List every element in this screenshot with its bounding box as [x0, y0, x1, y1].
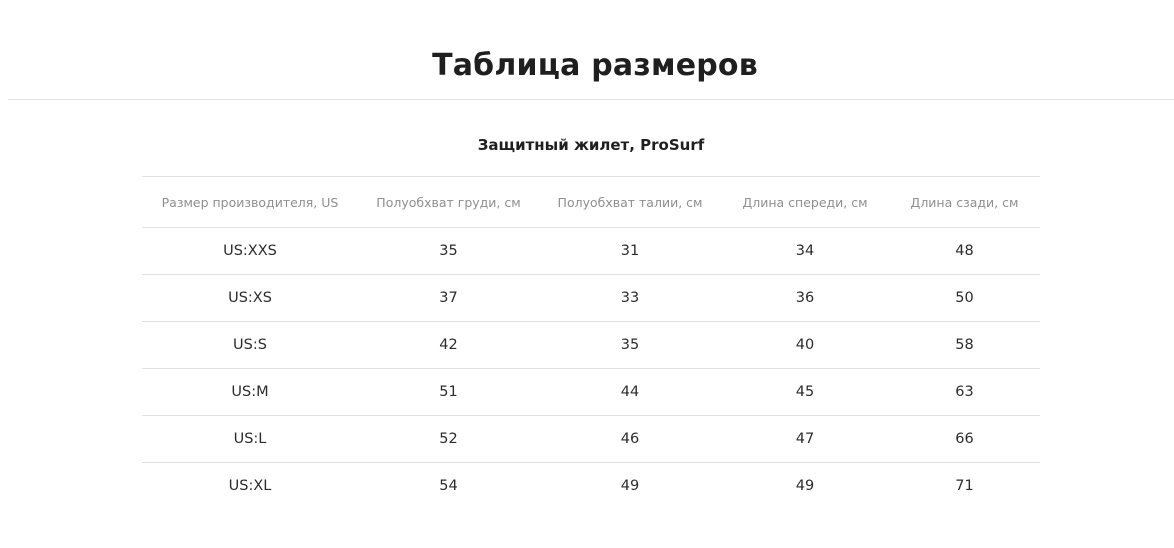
table-cell: 66: [889, 415, 1040, 463]
table-cell: 35: [539, 321, 721, 369]
table-cell: 33: [539, 274, 721, 322]
page-title: Таблица размеров: [432, 48, 758, 84]
table-cell: 35: [358, 227, 539, 275]
header-cell: Полуобхват талии, см: [539, 176, 721, 228]
table-cell: 44: [539, 368, 721, 416]
table-cell: 31: [539, 227, 721, 275]
table-cell: 47: [721, 415, 889, 463]
table-cell: US:XS: [142, 274, 358, 322]
table-cell: 58: [889, 321, 1040, 369]
table-cell: 50: [889, 274, 1040, 322]
table-cell: 49: [721, 462, 889, 509]
table-title: Защитный жилет, ProSurf: [477, 136, 705, 154]
table-cell: 48: [889, 227, 1040, 275]
table-cell: 49: [539, 462, 721, 509]
table-row: US:M 51 44 45 63: [142, 368, 1040, 416]
table-cell: US:M: [142, 368, 358, 416]
table-cell: 45: [721, 368, 889, 416]
header-cell: Длина сзади, см: [889, 176, 1040, 228]
header-cell: Размер производителя, US: [142, 176, 358, 228]
header-divider: [8, 99, 1174, 100]
table-row: US:XS 37 33 36 50: [142, 274, 1040, 322]
table-cell: US:XXS: [142, 227, 358, 275]
table-cell: 42: [358, 321, 539, 369]
table-header-row: Размер производителя, US Полуобхват груд…: [142, 176, 1040, 228]
table-cell: US:XL: [142, 462, 358, 509]
table-row: US:L 52 46 47 66: [142, 415, 1040, 463]
table-cell: US:S: [142, 321, 358, 369]
header-cell: Полуобхват груди, см: [358, 176, 539, 228]
table-cell: 63: [889, 368, 1040, 416]
table-row: US:S 42 35 40 58: [142, 321, 1040, 369]
size-chart-table: Размер производителя, US Полуобхват груд…: [142, 176, 1040, 509]
table-cell: 52: [358, 415, 539, 463]
table-cell: US:L: [142, 415, 358, 463]
table-cell: 40: [721, 321, 889, 369]
table-cell: 71: [889, 462, 1040, 509]
header-cell: Длина спереди, см: [721, 176, 889, 228]
table-row: US:XL 54 49 49 71: [142, 462, 1040, 509]
table-cell: 51: [358, 368, 539, 416]
table-cell: 37: [358, 274, 539, 322]
table-row: US:XXS 35 31 34 48: [142, 227, 1040, 275]
table-cell: 34: [721, 227, 889, 275]
table-cell: 46: [539, 415, 721, 463]
table-cell: 36: [721, 274, 889, 322]
table-cell: 54: [358, 462, 539, 509]
